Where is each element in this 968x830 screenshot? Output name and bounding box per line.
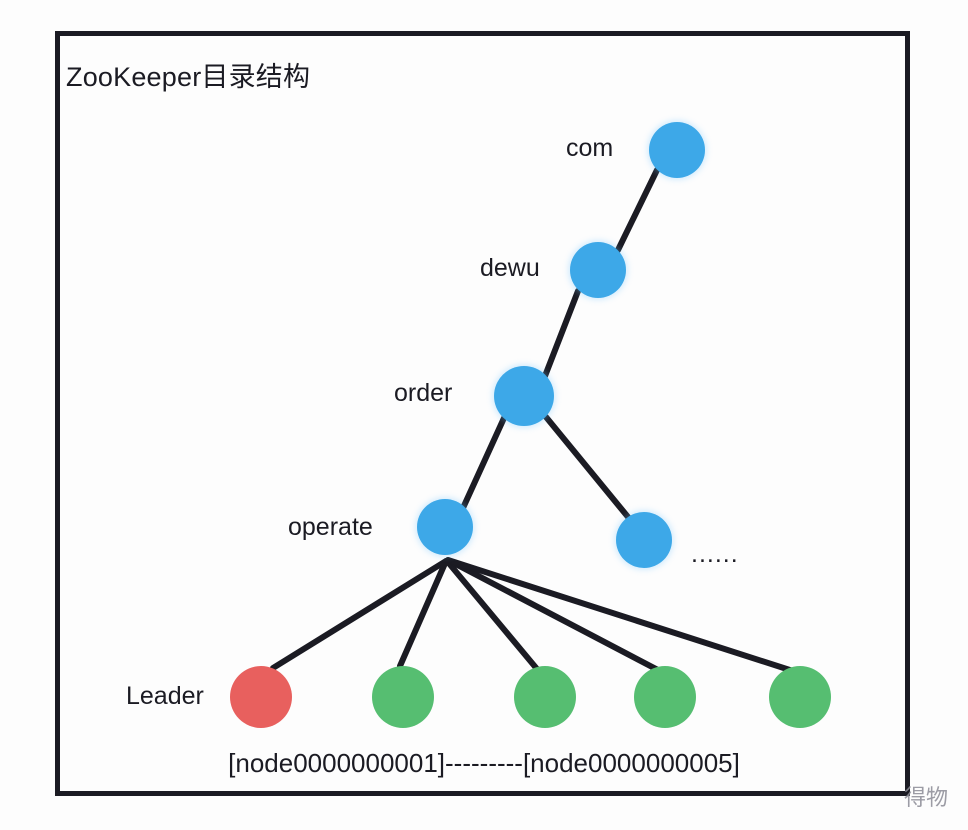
page-title: ZooKeeper目录结构 [66, 62, 311, 92]
node-range-label: [node0000000001]---------[node0000000005… [228, 748, 740, 778]
node-label-order: order [394, 379, 453, 407]
node-leaf5[interactable] [769, 666, 831, 728]
watermark: 得物 [903, 785, 948, 810]
node-sibling[interactable] [616, 512, 672, 568]
node-label-operate: operate [288, 513, 373, 541]
ellipsis-label: ...... [691, 540, 739, 568]
node-leaf2[interactable] [372, 666, 434, 728]
node-label-com: com [566, 134, 614, 162]
node-label-dewu: dewu [480, 254, 540, 282]
node-leaf4[interactable] [634, 666, 696, 728]
leader-node-label: Leader [126, 682, 204, 710]
node-order[interactable] [494, 366, 554, 426]
node-leaf1[interactable] [230, 666, 292, 728]
node-com[interactable] [649, 122, 705, 178]
node-operate[interactable] [417, 499, 473, 555]
node-dewu[interactable] [570, 242, 626, 298]
node-leaf3[interactable] [514, 666, 576, 728]
